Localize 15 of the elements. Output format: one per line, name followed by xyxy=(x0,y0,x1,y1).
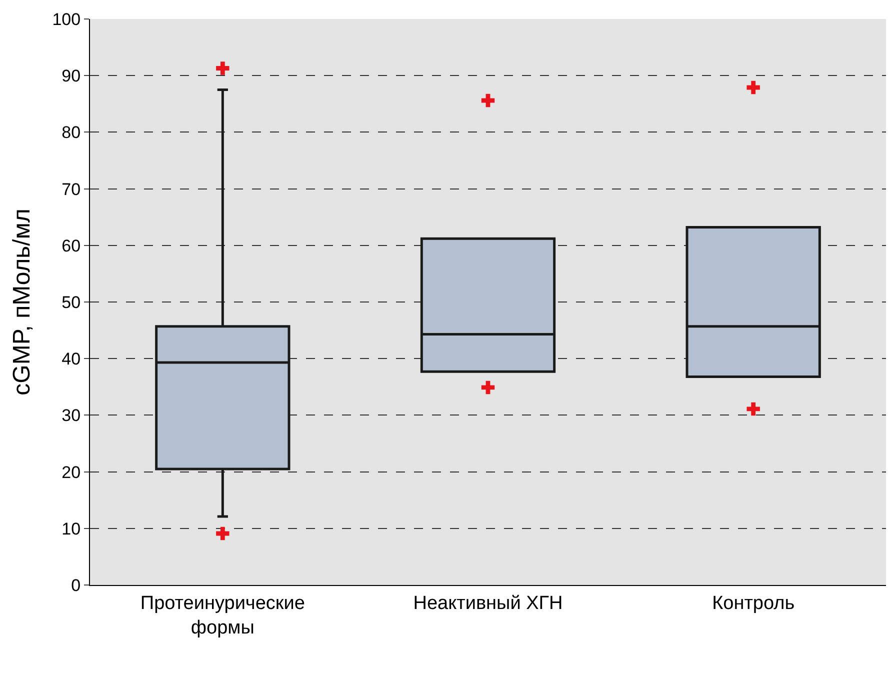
y-tick-label: 10 xyxy=(62,519,81,538)
y-tick-label: 100 xyxy=(52,10,81,29)
y-tick-label: 80 xyxy=(62,123,81,142)
y-tick-label: 30 xyxy=(62,406,81,426)
x-tick-label: Неактивный ХГН xyxy=(413,592,563,614)
y-tick-label: 70 xyxy=(62,180,81,199)
y-tick-label: 20 xyxy=(62,462,81,482)
x-tick-label: Контроль xyxy=(712,592,795,614)
y-axis-title: cGMP, пМоль/мл xyxy=(8,208,36,396)
y-tick-label: 60 xyxy=(62,236,81,256)
x-tick-label: Протеинурические формы xyxy=(140,592,305,638)
y-tick-label: 50 xyxy=(62,292,81,312)
y-tick-label: 40 xyxy=(62,350,81,369)
y-tick-label: 0 xyxy=(71,576,81,595)
y-tick-label: 90 xyxy=(62,66,81,86)
